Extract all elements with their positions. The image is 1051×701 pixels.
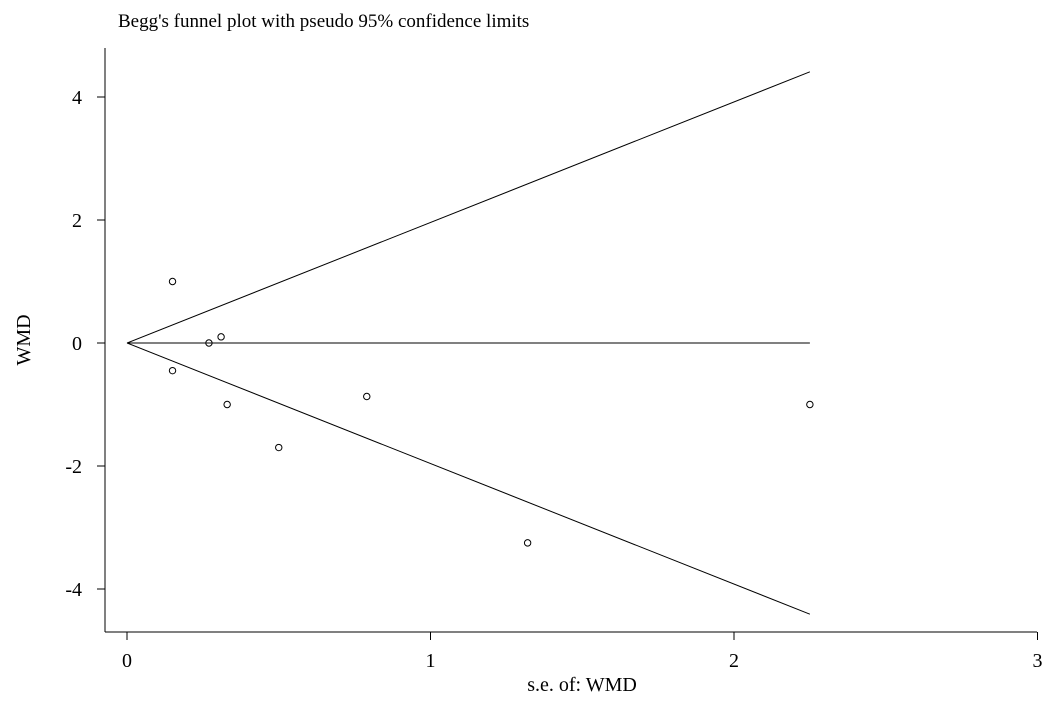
data-point — [223, 400, 231, 409]
upper-limit-line — [126, 71, 811, 344]
y-axis-ticks: 4 2 0 -2 -4 — [65, 87, 105, 601]
data-point — [168, 277, 177, 286]
y-tick-label: 4 — [72, 87, 82, 109]
y-tick-label: 2 — [72, 210, 82, 232]
y-tick-label: -4 — [65, 579, 82, 601]
x-axis-ticks: 0 1 2 3 — [122, 632, 1043, 672]
y-axis-title: WMD — [13, 314, 35, 365]
data-point — [806, 400, 814, 409]
y-tick-label: -2 — [65, 456, 82, 478]
data-point — [363, 392, 371, 401]
data-point — [168, 366, 177, 375]
chart-title: Begg's funnel plot with pseudo 95% confi… — [118, 11, 529, 32]
data-points — [168, 277, 814, 547]
x-tick-label: 3 — [1033, 650, 1043, 672]
data-point — [523, 539, 532, 547]
y-tick-label: 0 — [72, 333, 82, 355]
x-tick-label: 0 — [122, 650, 132, 672]
x-tick-label: 2 — [729, 650, 739, 672]
data-point — [205, 339, 213, 347]
x-axis-title: s.e. of: WMD — [527, 674, 637, 696]
data-point — [275, 443, 283, 452]
data-point — [217, 333, 225, 341]
x-tick-label: 1 — [426, 650, 436, 672]
lower-limit-line — [126, 342, 811, 615]
funnel-lines — [126, 71, 811, 615]
